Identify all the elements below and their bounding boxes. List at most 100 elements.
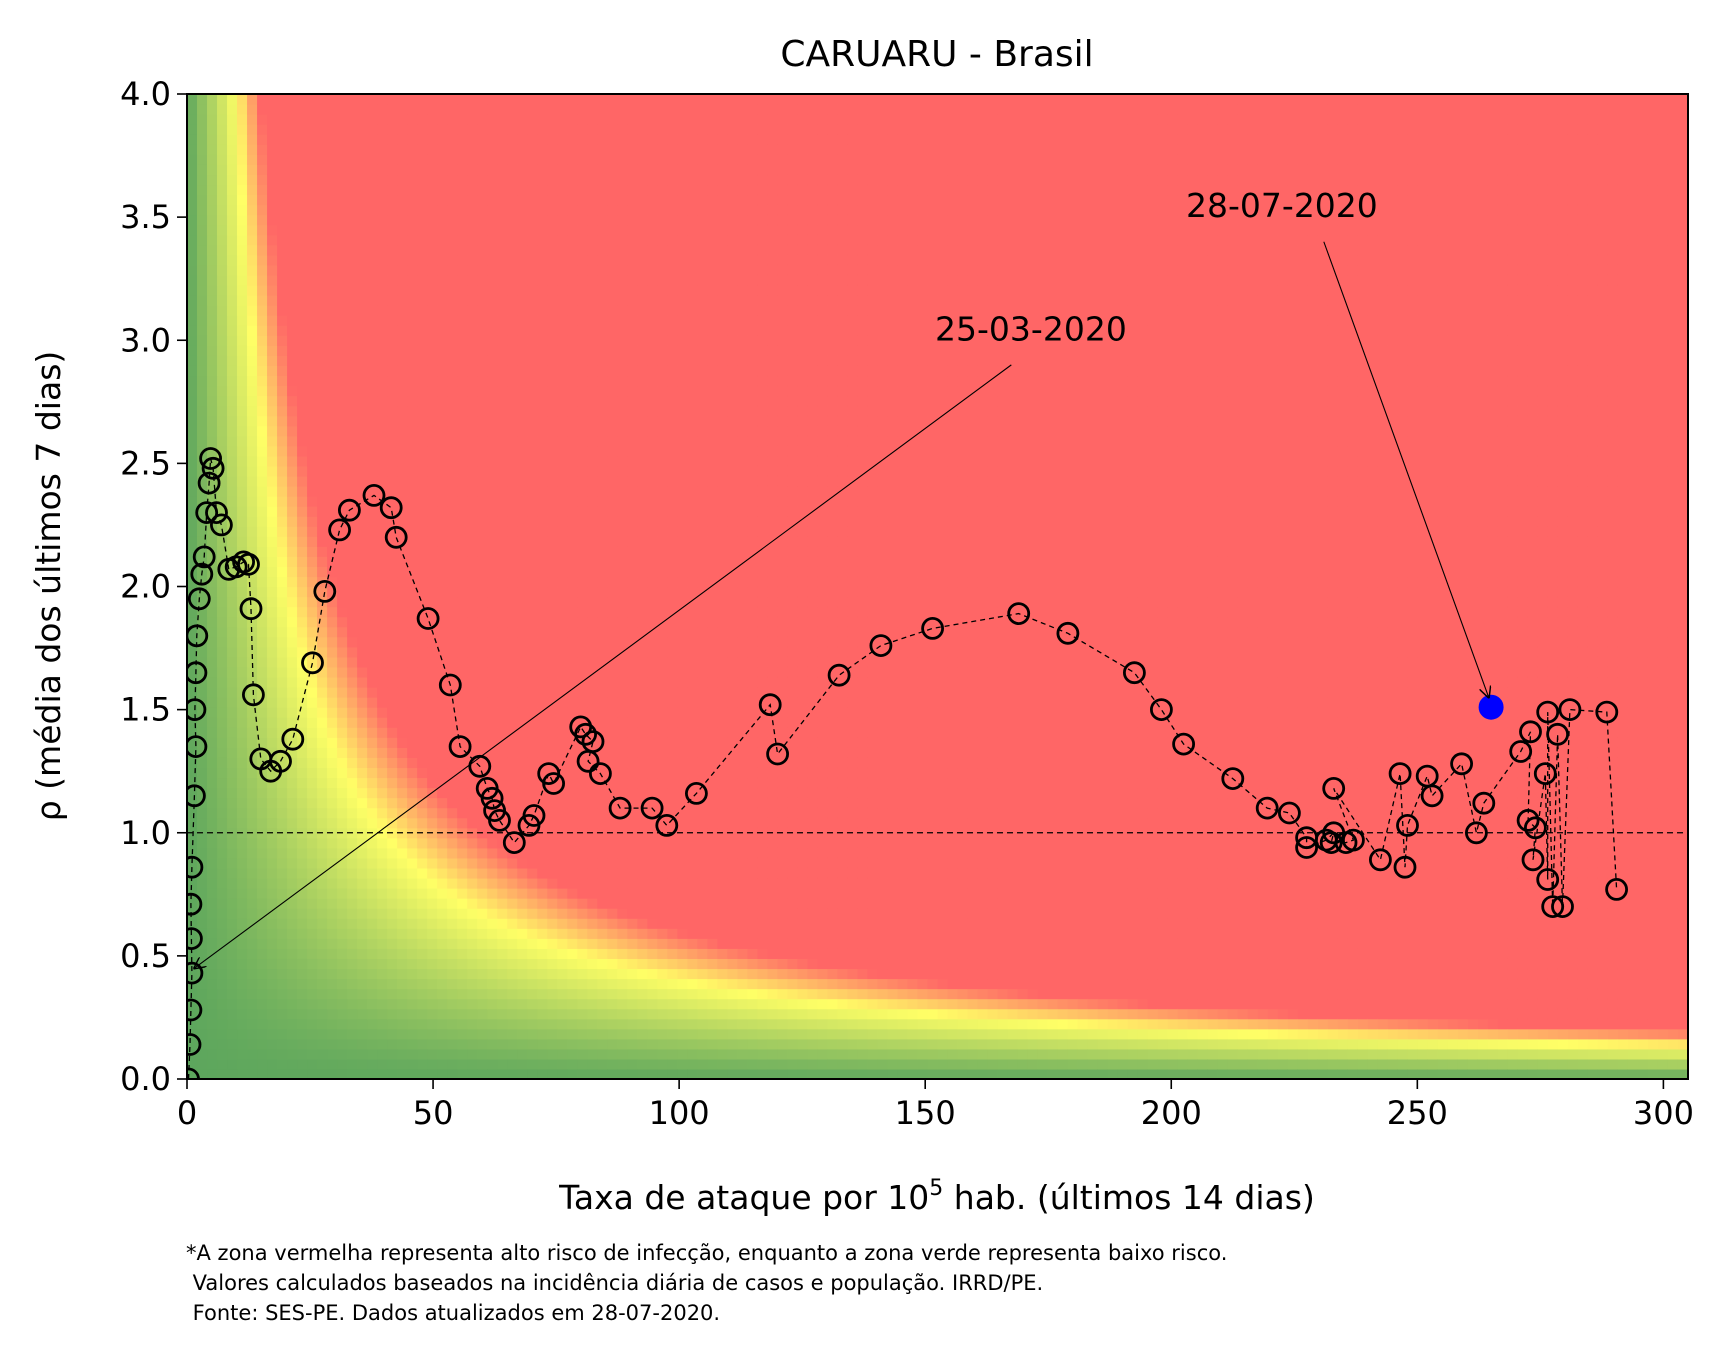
heatmap-cell: [417, 365, 428, 377]
heatmap-cell: [267, 717, 278, 728]
heatmap-cell: [527, 626, 538, 638]
heatmap-cell: [667, 345, 678, 356]
heatmap-cell: [397, 596, 408, 608]
heatmap-cell: [497, 918, 508, 929]
heatmap-cell: [547, 134, 558, 145]
heatmap-cell: [397, 194, 408, 206]
heatmap-cell: [207, 1068, 218, 1079]
heatmap-cell: [267, 636, 278, 648]
heatmap-cell: [677, 1038, 688, 1050]
heatmap-cell: [667, 797, 678, 809]
heatmap-cell: [617, 355, 628, 366]
heatmap-cell: [367, 174, 378, 186]
heatmap-cell: [187, 485, 198, 497]
heatmap-cell: [477, 928, 488, 939]
heatmap-cell: [247, 445, 258, 457]
heatmap-cell: [267, 707, 278, 718]
heatmap-cell: [377, 546, 388, 557]
heatmap-cell: [357, 455, 368, 467]
heatmap-cell: [247, 847, 258, 859]
heatmap-cell: [357, 204, 368, 216]
heatmap-cell: [387, 144, 398, 155]
heatmap-cell: [547, 576, 558, 588]
heatmap-cell: [517, 566, 528, 578]
heatmap-cell: [507, 184, 518, 196]
heatmap-cell: [337, 405, 348, 417]
heatmap-cell: [587, 837, 598, 849]
heatmap-cell: [497, 867, 508, 879]
heatmap-cell: [367, 978, 378, 990]
heatmap-cell: [407, 576, 418, 588]
heatmap-cell: [357, 747, 368, 758]
heatmap-cell: [227, 365, 238, 377]
heatmap-cell: [567, 164, 578, 176]
heatmap-cell: [267, 727, 278, 738]
heatmap-cell: [587, 104, 598, 115]
heatmap-cell: [547, 898, 558, 909]
heatmap-cell: [587, 616, 598, 628]
heatmap-cell: [397, 958, 408, 970]
heatmap-cell: [317, 365, 328, 377]
heatmap-cell: [207, 908, 218, 919]
heatmap-cell: [437, 727, 448, 738]
heatmap-cell: [567, 998, 578, 1010]
heatmap-cell: [397, 787, 408, 799]
heatmap-cell: [297, 948, 308, 959]
heatmap-cell: [327, 154, 338, 165]
heatmap-cell: [647, 425, 658, 437]
heatmap-cell: [337, 435, 348, 447]
heatmap-cell: [207, 898, 218, 909]
heatmap-cell: [417, 184, 428, 196]
heatmap-cell: [287, 305, 298, 316]
heatmap-cell: [277, 516, 288, 527]
heatmap-cell: [487, 636, 498, 648]
heatmap-cell: [347, 697, 358, 708]
heatmap-cell: [687, 626, 698, 638]
heatmap-cell: [357, 114, 368, 125]
heatmap-cell: [657, 465, 668, 477]
heatmap-cell: [517, 767, 528, 779]
heatmap-cell: [547, 918, 558, 929]
heatmap-cell: [337, 174, 348, 186]
heatmap-cell: [387, 385, 398, 397]
heatmap-cell: [657, 295, 668, 306]
heatmap-cell: [547, 516, 558, 527]
heatmap-cell: [487, 1038, 498, 1050]
heatmap-cell: [207, 928, 218, 939]
heatmap-cell: [197, 274, 208, 286]
heatmap-cell: [647, 807, 658, 819]
heatmap-cell: [187, 184, 198, 196]
heatmap-cell: [247, 475, 258, 487]
heatmap-cell: [337, 717, 348, 728]
heatmap-cell: [607, 214, 618, 226]
heatmap-cell: [667, 1048, 678, 1060]
heatmap-cell: [417, 516, 428, 527]
heatmap-cell: [347, 837, 358, 849]
heatmap-cell: [427, 174, 438, 186]
heatmap-cell: [287, 666, 298, 678]
heatmap-cell: [667, 877, 678, 889]
heatmap-cell: [597, 727, 608, 738]
heatmap-cell: [527, 787, 538, 799]
heatmap-cell: [397, 777, 408, 789]
heatmap-cell: [687, 435, 698, 447]
heatmap-cell: [297, 616, 308, 628]
heatmap-cell: [227, 295, 238, 306]
heatmap-cell: [437, 586, 448, 598]
heatmap-cell: [397, 124, 408, 135]
heatmap-cell: [617, 958, 628, 970]
heatmap-cell: [637, 777, 648, 789]
heatmap-cell: [317, 134, 328, 145]
heatmap-cell: [517, 837, 528, 849]
heatmap-cell: [677, 777, 688, 789]
heatmap-cell: [287, 586, 298, 598]
heatmap-cell: [387, 717, 398, 728]
heatmap-cell: [387, 325, 398, 336]
heatmap-cell: [217, 284, 228, 296]
heatmap-cell: [217, 787, 228, 799]
heatmap-cell: [687, 978, 698, 990]
heatmap-cell: [277, 154, 288, 165]
heatmap-cell: [357, 1068, 368, 1079]
heatmap-cell: [567, 254, 578, 266]
heatmap-cell: [627, 345, 638, 356]
